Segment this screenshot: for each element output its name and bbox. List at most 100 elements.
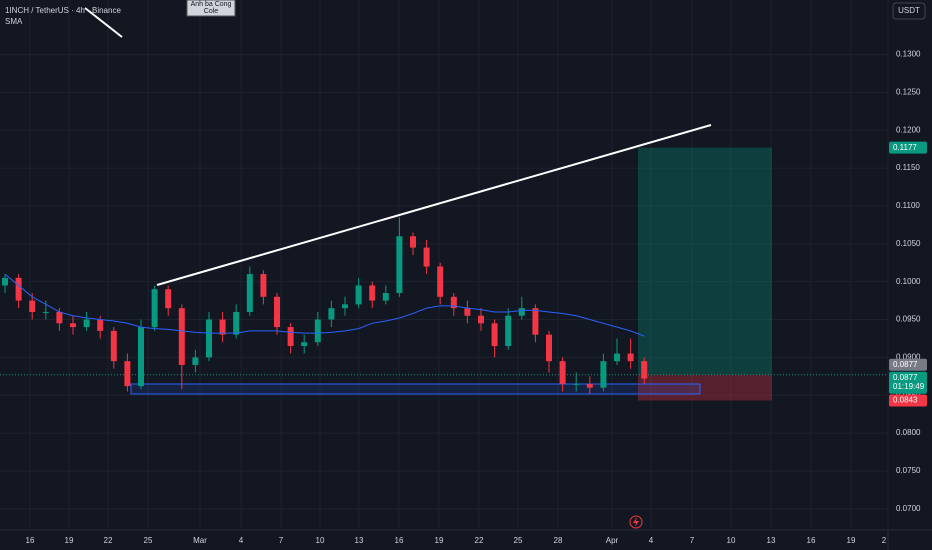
x-tick-label: 2: [882, 536, 887, 545]
candle-body: [450, 296, 457, 309]
x-tick-label: Apr: [606, 536, 619, 545]
candle-body: [532, 308, 539, 335]
candle-body: [260, 274, 267, 297]
y-tick-label: 0.0800: [896, 428, 921, 437]
sma-line: [4, 273, 645, 337]
candle-body: [124, 361, 131, 387]
candle-body: [328, 308, 335, 320]
x-tick-label: 22: [475, 536, 484, 545]
candle-body: [178, 308, 185, 365]
indicator-label: SMA: [5, 17, 23, 26]
candle-body: [29, 300, 36, 312]
trend-line: [156, 124, 712, 286]
y-tick-label: 0.1050: [896, 239, 921, 248]
candle-body: [233, 311, 240, 335]
candle-body: [70, 323, 76, 328]
y-tick-label: 0.0950: [896, 315, 921, 324]
y-tick-label: 0.0900: [896, 352, 921, 361]
x-tick-label: 19: [65, 536, 74, 545]
y-tick-label: 0.1300: [896, 50, 921, 59]
candle-body: [56, 311, 63, 324]
candle-body: [15, 277, 22, 301]
price-badge-text: 0.0877: [893, 360, 918, 369]
loss-zone: [638, 374, 772, 401]
candle-body: [342, 304, 348, 309]
countdown-text: 01:19:49: [893, 382, 925, 391]
y-tick-label: 0.0700: [896, 504, 921, 513]
candle-body: [314, 319, 321, 343]
x-tick-label: Mar: [193, 536, 207, 545]
x-tick-label: 25: [144, 536, 153, 545]
currency-button[interactable]: [892, 2, 926, 20]
candle-body: [355, 285, 362, 305]
x-tick-label: 22: [104, 536, 113, 545]
candle-body: [110, 330, 117, 362]
note-text: Anh ba Cong: [191, 1, 232, 8]
candle-body: [83, 319, 90, 328]
y-tick-label: 0.0750: [896, 466, 921, 475]
candle-body: [206, 319, 212, 358]
candle-body: [138, 327, 144, 387]
y-tick-label: 0.1150: [896, 163, 920, 172]
support-zone: [130, 383, 701, 395]
y-tick-label: 0.1100: [896, 201, 920, 210]
candle-body: [42, 311, 49, 313]
candle-body: [614, 353, 620, 362]
x-tick-label: 16: [26, 536, 35, 545]
candle-body: [573, 383, 580, 385]
target-badge: [889, 141, 927, 154]
candle-body: [559, 361, 566, 384]
target-badge-text: 0.1177: [893, 143, 917, 152]
candle-body: [97, 319, 104, 331]
profit-zone: [638, 147, 772, 375]
stop-badge: [889, 394, 927, 407]
y-tick-label: 0.1250: [896, 87, 921, 96]
x-tick-label: 7: [690, 536, 695, 545]
candle-body: [627, 353, 634, 362]
candle-body: [464, 308, 471, 316]
candle-body: [396, 236, 403, 294]
x-tick-label: 28: [554, 536, 563, 545]
x-tick-label: 4: [239, 536, 244, 545]
candle-body: [410, 236, 416, 248]
candle-body: [219, 319, 226, 335]
candle-body: [546, 334, 552, 362]
candle-body: [274, 296, 280, 328]
x-tick-label: 16: [395, 536, 404, 545]
x-tick-label: 19: [435, 536, 444, 545]
candle-body: [437, 266, 444, 297]
candle-body: [246, 274, 253, 312]
x-tick-label: 10: [727, 536, 736, 545]
candle-body: [478, 315, 484, 324]
candle-body: [518, 308, 525, 316]
y-tick-label: 0.1200: [896, 125, 921, 134]
candle-body: [586, 383, 593, 388]
symbol-title: 1INCH / TetherUS · 4h · Binance: [5, 6, 121, 15]
candle-body: [151, 289, 158, 328]
note-box[interactable]: [186, 0, 236, 17]
stop-badge-text: 0.0843: [893, 396, 918, 405]
x-tick-label: 16: [807, 536, 816, 545]
candle-body: [287, 327, 294, 347]
x-tick-label: 7: [279, 536, 284, 545]
currency-label: USDT: [898, 6, 920, 15]
x-tick-label: 13: [767, 536, 776, 545]
candle-body: [423, 247, 430, 267]
x-tick-label: 19: [847, 536, 856, 545]
candle-body: [382, 293, 389, 301]
event-icon[interactable]: [629, 515, 643, 529]
last-price-text: 0.0877: [893, 373, 918, 382]
candle-body: [491, 323, 498, 347]
x-tick-label: 4: [649, 536, 654, 545]
note-text: Cole: [204, 8, 219, 15]
x-tick-label: 13: [355, 536, 364, 545]
candle-body: [505, 315, 512, 347]
y-tick-label: 0.1000: [896, 277, 921, 286]
event-icon: [633, 517, 639, 527]
candle-body: [192, 357, 199, 365]
candle-body: [165, 289, 172, 309]
candle-body: [2, 277, 8, 286]
last-price-badge: [889, 371, 927, 394]
x-tick-label: 25: [514, 536, 523, 545]
